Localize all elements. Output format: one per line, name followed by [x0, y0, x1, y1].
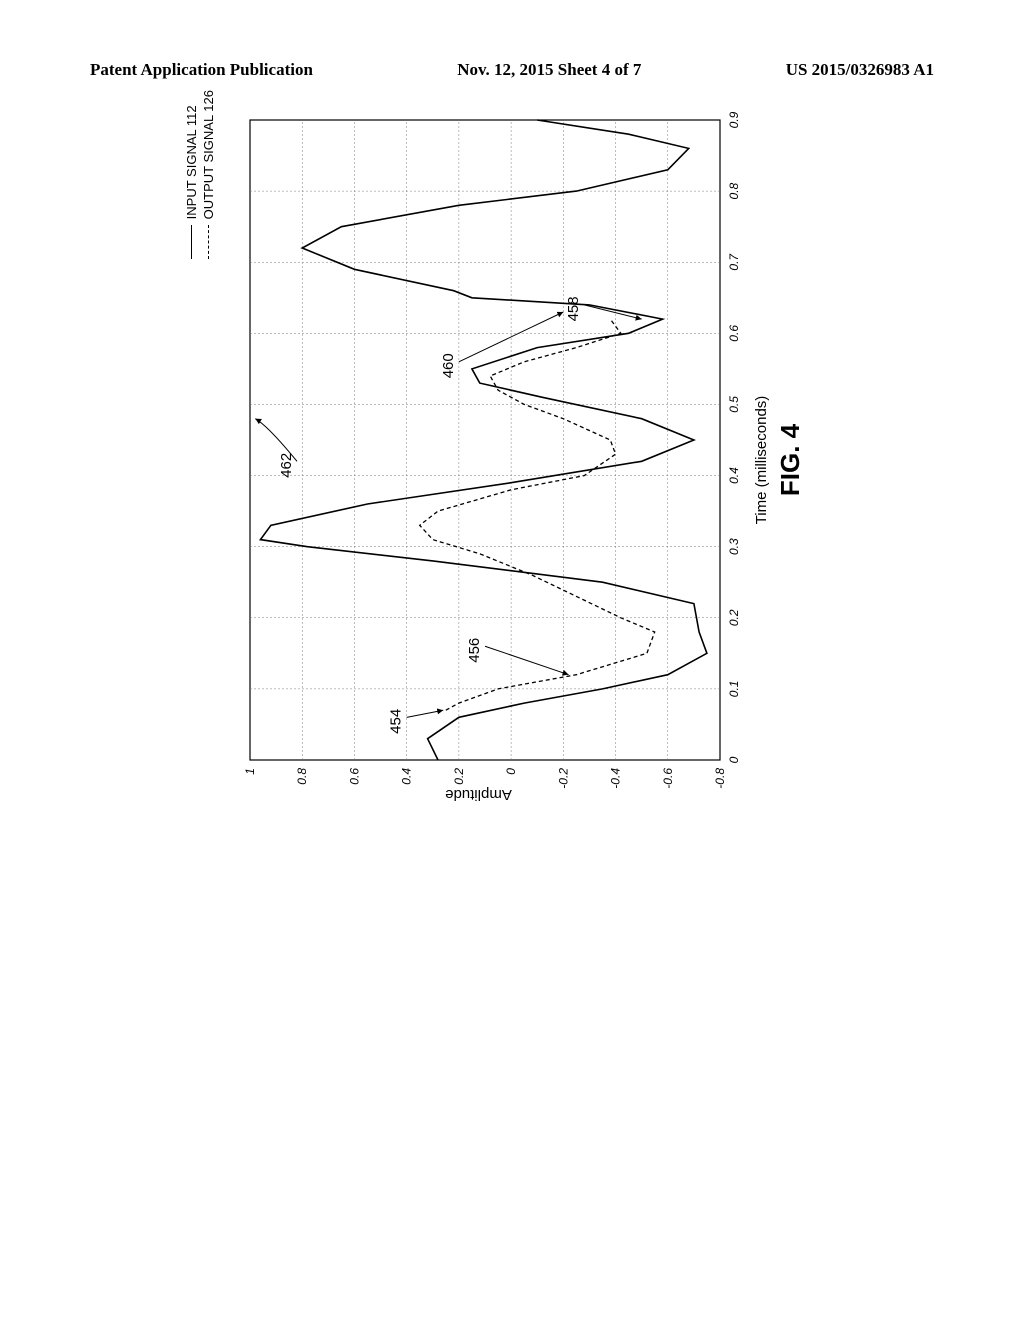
legend-label-output: OUTPUT SIGNAL 126 — [201, 90, 216, 219]
svg-text:-0.4: -0.4 — [609, 768, 623, 789]
figure-area: 00.10.20.30.40.50.60.70.80.9-0.8-0.6-0.4… — [230, 260, 790, 980]
svg-text:458: 458 — [565, 296, 582, 321]
y-axis-label: Amplitude — [445, 786, 512, 803]
svg-text:1: 1 — [243, 768, 257, 775]
svg-text:0: 0 — [727, 756, 741, 763]
legend-label-input: INPUT SIGNAL 112 — [184, 105, 199, 219]
page-header: Patent Application Publication Nov. 12, … — [0, 60, 1024, 80]
svg-text:460: 460 — [440, 353, 457, 378]
legend-entry-input: INPUT SIGNAL 112 — [184, 90, 199, 259]
svg-text:0: 0 — [504, 768, 518, 775]
header-right: US 2015/0326983 A1 — [786, 60, 934, 80]
svg-text:462: 462 — [278, 453, 295, 478]
legend-swatch-dashed — [208, 225, 209, 259]
svg-text:0.8: 0.8 — [295, 768, 309, 785]
svg-text:-0.2: -0.2 — [556, 768, 570, 789]
svg-text:456: 456 — [466, 638, 483, 663]
svg-text:0.3: 0.3 — [727, 538, 741, 555]
header-row: Patent Application Publication Nov. 12, … — [90, 60, 934, 80]
svg-text:0.1: 0.1 — [727, 681, 741, 698]
svg-text:0.7: 0.7 — [727, 253, 741, 271]
svg-text:0.2: 0.2 — [727, 609, 741, 626]
legend-entry-output: OUTPUT SIGNAL 126 — [201, 90, 216, 259]
figure-caption: FIG. 4 — [775, 100, 806, 820]
svg-text:0.9: 0.9 — [727, 111, 741, 128]
signal-chart: 0 0.1 0.2 0.3 0.4 0.5 0.6 0.7 0.8 0.9 -0.8 -0.6 -0.4… — [230, 100, 790, 820]
legend-swatch-solid — [191, 225, 192, 259]
svg-text:0.6: 0.6 — [727, 325, 741, 342]
rotated-chart-container: 0 0.1 0.2 0.3 0.4 0.5 0.6 0.7 0.8 0.9 -0.8 -0.6 -0.4… — [230, 100, 790, 820]
svg-text:454: 454 — [388, 709, 405, 734]
header-left: Patent Application Publication — [90, 60, 313, 80]
header-center: Nov. 12, 2015 Sheet 4 of 7 — [457, 60, 641, 80]
svg-text:0.6: 0.6 — [347, 768, 361, 785]
svg-text:0.8: 0.8 — [727, 182, 741, 199]
svg-text:-0.8: -0.8 — [713, 768, 727, 789]
svg-text:-0.6: -0.6 — [661, 768, 675, 789]
x-axis-label: Time (milliseconds) — [753, 100, 770, 820]
chart-legend: INPUT SIGNAL 112 OUTPUT SIGNAL 126 — [184, 90, 218, 259]
svg-text:0.4: 0.4 — [727, 467, 741, 484]
svg-text:0.5: 0.5 — [727, 396, 741, 413]
svg-text:0.2: 0.2 — [452, 768, 466, 785]
svg-text:0.4: 0.4 — [400, 768, 414, 785]
